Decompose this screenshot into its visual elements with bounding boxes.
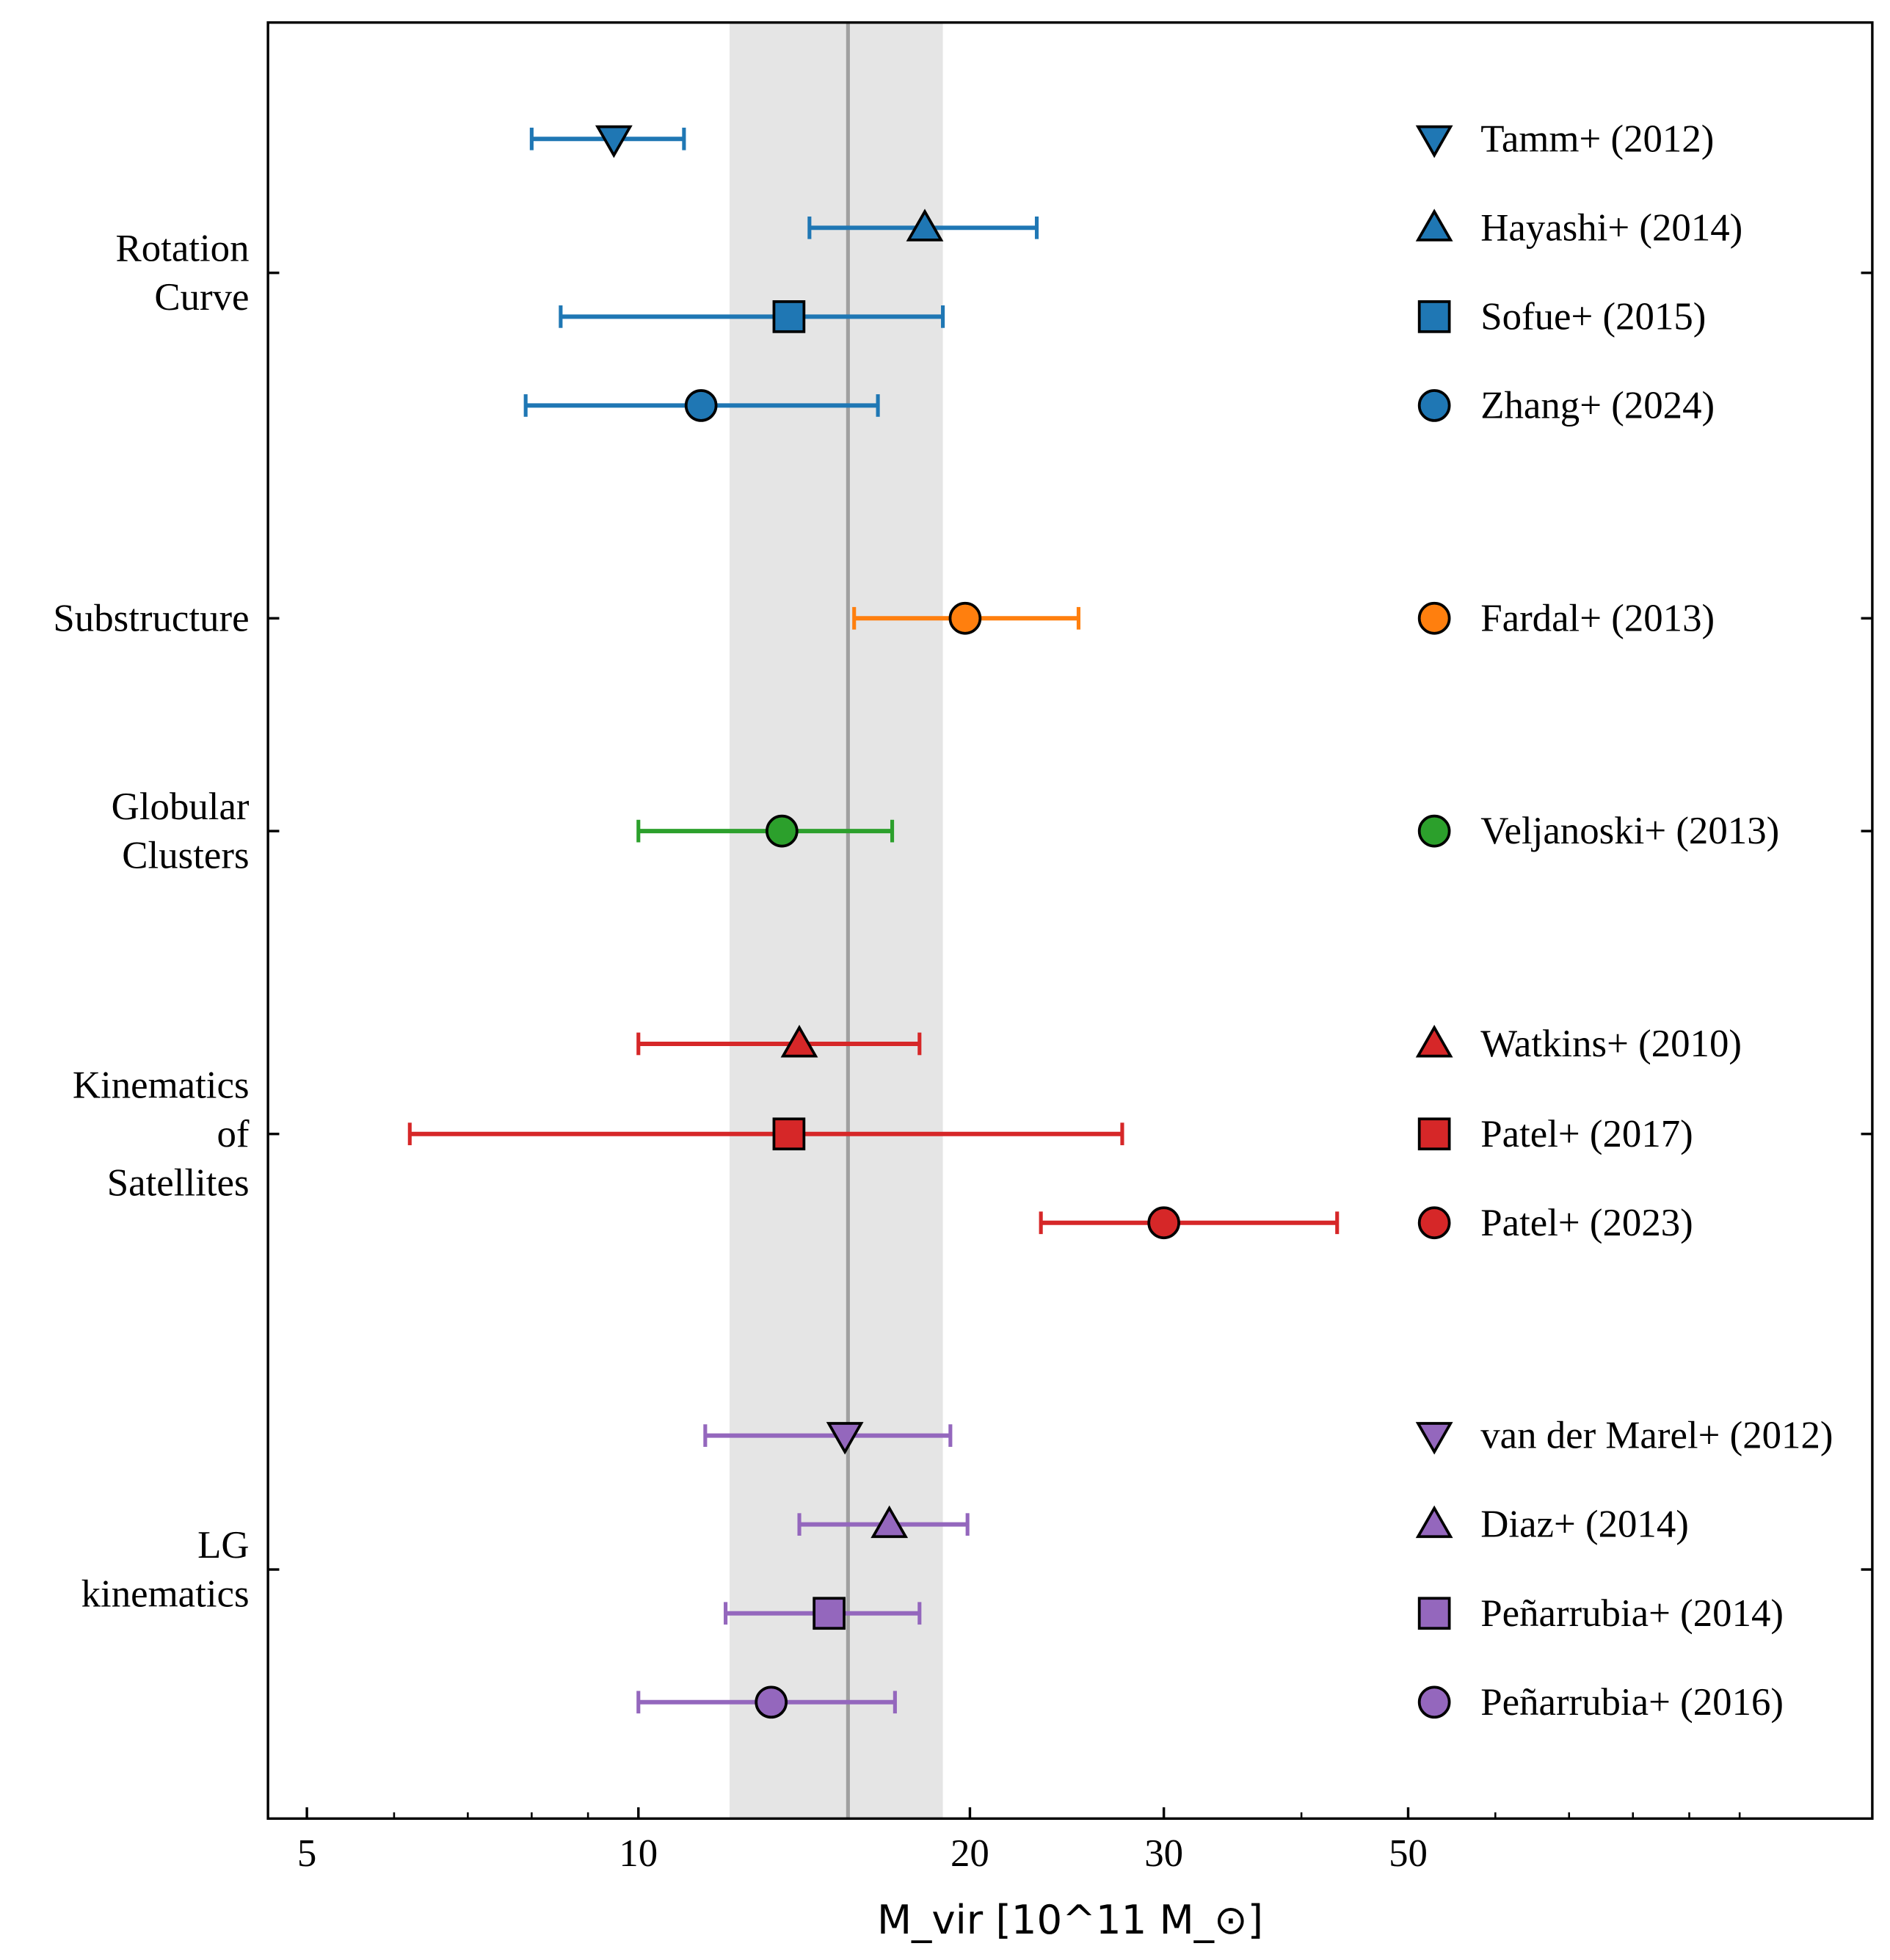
legend-marker (1417, 601, 1451, 635)
group-label: Satellites (107, 1161, 250, 1204)
data-point (772, 300, 806, 333)
legend-label: Tamm+ (2012) (1480, 117, 1714, 160)
group-label: Curve (154, 276, 249, 319)
x-tick-label: 10 (619, 1832, 658, 1875)
legend-marker (1415, 125, 1453, 159)
group-label: kinematics (81, 1572, 250, 1615)
legend-label: Diaz+ (2014) (1480, 1503, 1689, 1546)
data-point (813, 1597, 846, 1630)
data-point (948, 601, 982, 635)
group-label: Globular (112, 785, 250, 828)
data-point (871, 1505, 909, 1539)
legend-marker (1417, 300, 1451, 333)
data-point (906, 208, 944, 242)
x-tick-label: 5 (297, 1832, 316, 1875)
legend-label: Patel+ (2017) (1480, 1113, 1693, 1155)
legend-label: Hayashi+ (2014) (1480, 206, 1742, 249)
data-point (780, 1025, 818, 1058)
group-label: Clusters (122, 834, 249, 876)
legend-marker (1415, 208, 1453, 242)
reference-band (729, 22, 943, 1819)
x-tick-label: 20 (951, 1832, 989, 1875)
legend-label: Zhang+ (2024) (1480, 384, 1715, 427)
x-axis-label: M_vir [10^11 M_⊙] (877, 1896, 1263, 1943)
legend-label: Peñarrubia+ (2016) (1480, 1681, 1784, 1724)
legend-label: Watkins+ (2010) (1480, 1023, 1742, 1065)
group-label: Kinematics (73, 1064, 250, 1106)
x-tick-label: 30 (1144, 1832, 1183, 1875)
legend-label: Sofue+ (2015) (1480, 295, 1706, 338)
legend-label: Peñarrubia+ (2014) (1480, 1592, 1784, 1635)
legend-marker (1417, 814, 1451, 848)
x-tick-label: 50 (1389, 1832, 1428, 1875)
group-label: Substructure (53, 597, 249, 639)
legend-label: Patel+ (2023) (1480, 1202, 1693, 1244)
group-label: LG (197, 1524, 249, 1567)
data-point (684, 389, 718, 422)
legend-marker (1417, 1597, 1451, 1630)
group-label: Rotation (116, 227, 250, 269)
data-point (772, 1117, 806, 1151)
legend-marker (1417, 389, 1451, 422)
data-point (765, 814, 799, 848)
data-point (595, 125, 633, 159)
data-point (826, 1422, 864, 1455)
legend-label: van der Marel+ (2012) (1480, 1415, 1833, 1457)
legend-marker (1417, 1206, 1451, 1240)
legend-label: Fardal+ (2013) (1480, 597, 1715, 639)
legend-marker (1415, 1422, 1453, 1455)
data-point (1147, 1206, 1180, 1240)
legend-marker (1415, 1025, 1453, 1058)
legend-marker (1417, 1685, 1451, 1719)
group-label: of (217, 1113, 249, 1155)
legend-marker (1417, 1117, 1451, 1151)
legend-label: Veljanoski+ (2013) (1480, 810, 1779, 852)
legend-marker (1415, 1505, 1453, 1539)
plot-frame (266, 21, 1874, 1821)
data-point (755, 1685, 788, 1719)
